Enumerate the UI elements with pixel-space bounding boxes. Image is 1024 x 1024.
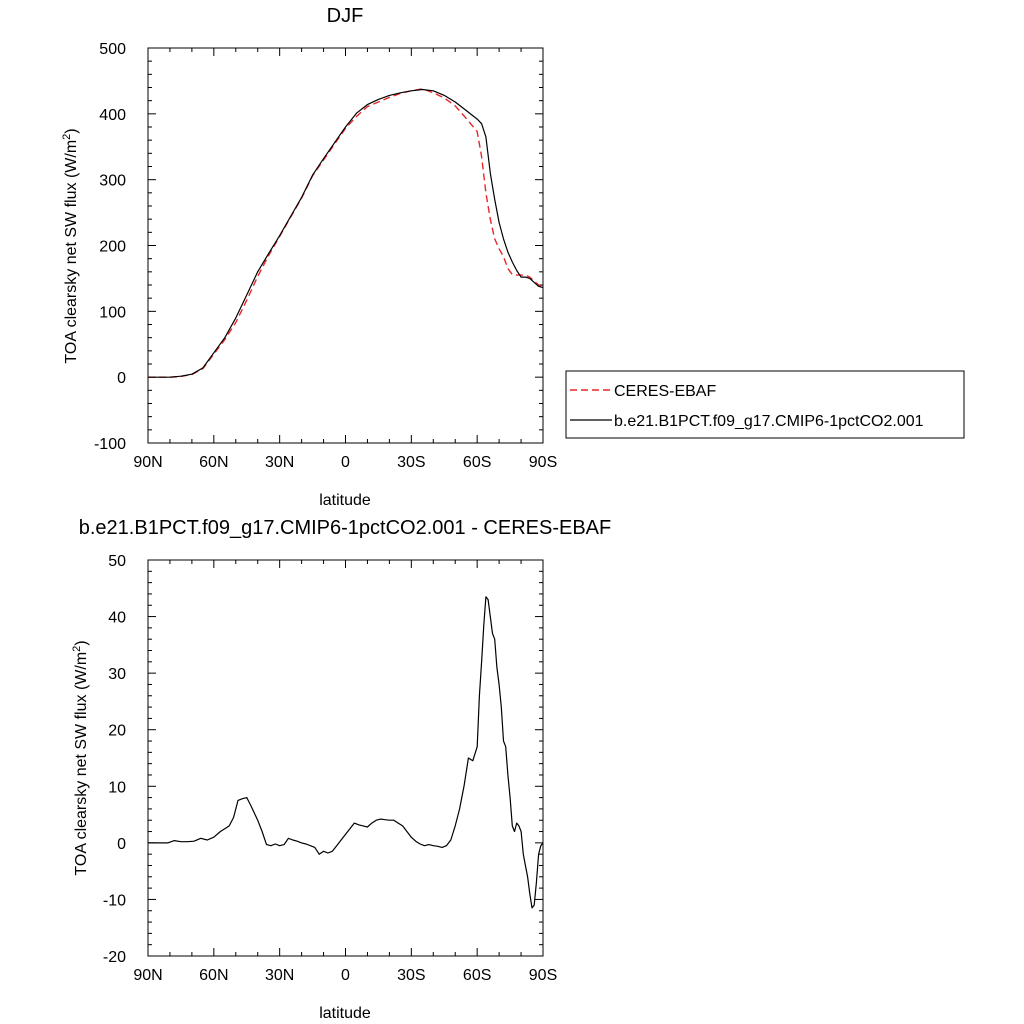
bottom-y-tick-label: 20 [108, 723, 126, 740]
bottom-y-axis: -20 -10 0 10 20 30 40 50 [103, 553, 543, 966]
top-y-axis-label-superscript: 2 [61, 134, 73, 140]
top-x-axis-label: latitude [319, 492, 371, 509]
bottom-chart-title: b.e21.B1PCT.f09_g17.CMIP6-1pctCO2.001 - … [79, 517, 611, 539]
top-y-axis-label-end: ) [63, 128, 80, 133]
top-series-line-0 [148, 88, 544, 378]
bottom-x-tick-label: 60N [199, 967, 228, 984]
bottom-y-tick-label: 30 [108, 666, 126, 683]
top-y-tick-label: 200 [99, 239, 126, 256]
bottom-x-tick-label: 30S [397, 967, 425, 984]
legend-label-model: b.e21.B1PCT.f09_g17.CMIP6-1pctCO2.001 [614, 413, 924, 430]
bottom-x-tick-label: 90N [133, 967, 162, 984]
top-x-axis: 90N 60N 30N 0 30S 60S 90S [133, 48, 557, 471]
top-x-tick-label: 30S [397, 454, 425, 471]
top-x-tick-label: 30N [265, 454, 294, 471]
bottom-y-tick-label: 0 [117, 836, 126, 853]
bottom-x-axis: 90N 60N 30N 0 30S 60S 90S [133, 560, 557, 984]
top-x-tick-label: 90S [529, 454, 557, 471]
top-y-tick-label: 0 [117, 370, 126, 387]
top-y-axis: -100 0 100 200 300 400 500 [94, 41, 543, 453]
top-y-axis-label-main: TOA clearsky net SW flux (W/m [63, 140, 80, 364]
top-series-lines [148, 88, 544, 378]
legend-label-ceres: CERES-EBAF [614, 383, 716, 400]
top-y-tick-label: 400 [99, 107, 126, 124]
legend: CERES-EBAF b.e21.B1PCT.f09_g17.CMIP6-1pc… [565, 370, 965, 439]
top-plot-frame [147, 47, 544, 444]
top-y-axis-label: TOA clearsky net SW flux (W/m2) [61, 128, 80, 363]
top-x-tick-label: 60S [463, 454, 491, 471]
top-chart-title: DJF [327, 5, 364, 27]
bottom-x-tick-label: 0 [341, 967, 350, 984]
bottom-y-tick-label: 10 [108, 779, 126, 796]
top-y-tick-label: 100 [99, 304, 126, 321]
bottom-y-axis-label-superscript: 2 [71, 646, 83, 652]
bottom-x-tick-label: 60S [463, 967, 491, 984]
bottom-y-tick-label: 40 [108, 610, 126, 627]
top-x-tick-label: 0 [341, 454, 350, 471]
bottom-panel: b.e21.B1PCT.f09_g17.CMIP6-1pctCO2.001 - … [71, 517, 611, 1022]
bottom-x-tick-label: 90S [529, 967, 557, 984]
bottom-y-tick-label: -10 [103, 892, 126, 909]
bottom-y-tick-label: 50 [108, 553, 126, 570]
top-panel: DJF 90N 60N 30N 0 30S 60S 90S -100 0 100 200 300 40… [61, 5, 557, 509]
top-y-tick-label: 500 [99, 41, 126, 58]
legend-box [565, 370, 965, 439]
bottom-y-axis-label-end: ) [73, 640, 90, 645]
top-y-tick-label: 300 [99, 173, 126, 190]
top-x-tick-label: 90N [133, 454, 162, 471]
bottom-series-lines [148, 596, 544, 909]
bottom-x-axis-label: latitude [319, 1005, 371, 1022]
bottom-x-tick-label: 30N [265, 967, 294, 984]
bottom-y-axis-label-main: TOA clearsky net SW flux (W/m [73, 652, 90, 876]
bottom-series-line-0 [148, 596, 544, 909]
bottom-y-tick-label: -20 [103, 949, 126, 966]
top-y-tick-label: -100 [94, 436, 126, 453]
top-x-tick-label: 60N [199, 454, 228, 471]
top-series-line-1 [148, 88, 544, 378]
bottom-y-axis-label: TOA clearsky net SW flux (W/m2) [71, 640, 90, 875]
